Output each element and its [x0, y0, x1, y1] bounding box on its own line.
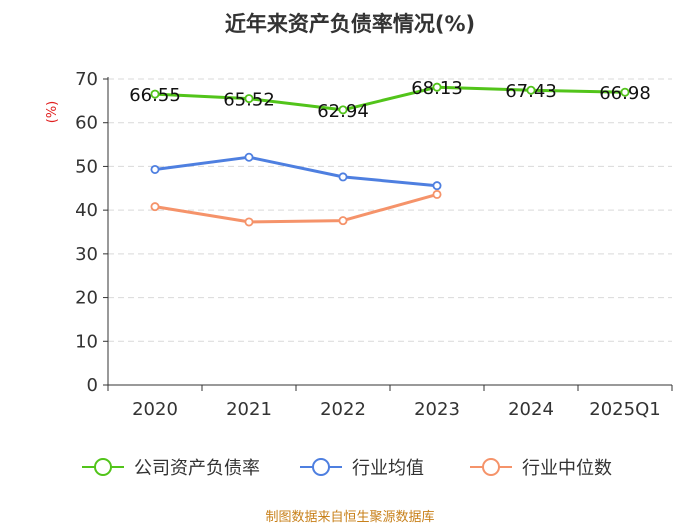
data-label: 65.52: [223, 90, 275, 111]
x-tick-label: 2022: [320, 399, 366, 420]
legend-marker-circle: [312, 458, 330, 476]
series-lines: [150, 82, 630, 227]
y-tick-label: 40: [75, 200, 98, 221]
chart-source: 制图数据来自恒生聚源数据库: [265, 510, 435, 525]
y-tick-label: 70: [75, 69, 98, 90]
legend-marker-circle: [482, 458, 500, 476]
y-axis-label: (%): [45, 101, 60, 124]
legend-entry: 行业中位数: [522, 458, 612, 479]
data-point: [150, 164, 160, 174]
data-point: [244, 152, 254, 162]
data-label: 66.98: [599, 83, 651, 104]
data-point: [338, 216, 348, 226]
data-point: [432, 82, 442, 92]
data-label: 67.43: [505, 81, 557, 102]
data-point: [150, 202, 160, 212]
axes: 0 10 20 30 40 50 60 70 (%) 2020 2021 2022 2023 2024 20…: [45, 69, 673, 420]
series-line-1: [154, 85, 626, 112]
legend-entry: 公司资产负债率: [134, 458, 260, 479]
grid-lines: [108, 78, 672, 342]
x-tick-label: 2025Q1: [589, 399, 660, 420]
x-tick-label: 2020: [132, 399, 178, 420]
data-labels: 66.55 65.52 62.94 68.13 67.43 66.98: [129, 78, 651, 122]
data-point: [526, 85, 536, 95]
data-point: [338, 105, 348, 115]
x-tick-label: 2021: [226, 399, 272, 420]
y-tick-label: 20: [75, 288, 98, 309]
x-tick-label: 2023: [414, 399, 460, 420]
y-tick-label: 0: [87, 375, 98, 396]
data-point: [244, 94, 254, 104]
y-tick-label: 10: [75, 331, 98, 352]
data-point: [338, 172, 348, 182]
data-label: 62.94: [317, 101, 369, 122]
data-point: [620, 87, 630, 97]
legend-entry: 行业均值: [352, 458, 424, 479]
data-point: [432, 189, 442, 199]
y-tick-label: 30: [75, 244, 98, 265]
y-tick-label: 60: [75, 113, 98, 134]
data-point: [150, 89, 160, 99]
legend-marker-circle: [94, 458, 112, 476]
series-line-2: [154, 155, 438, 188]
legend: 公司资产负债率 行业均值 行业中位数: [82, 458, 612, 479]
data-point: [244, 217, 254, 227]
data-label: 66.55: [129, 85, 181, 106]
x-tick-label: 2024: [508, 399, 554, 420]
y-tick-label: 50: [75, 156, 98, 177]
data-label: 68.13: [411, 78, 463, 99]
chart-title: 近年来资产负债率情况(%): [224, 12, 476, 36]
series-line-3: [154, 192, 438, 224]
data-point: [432, 181, 442, 191]
